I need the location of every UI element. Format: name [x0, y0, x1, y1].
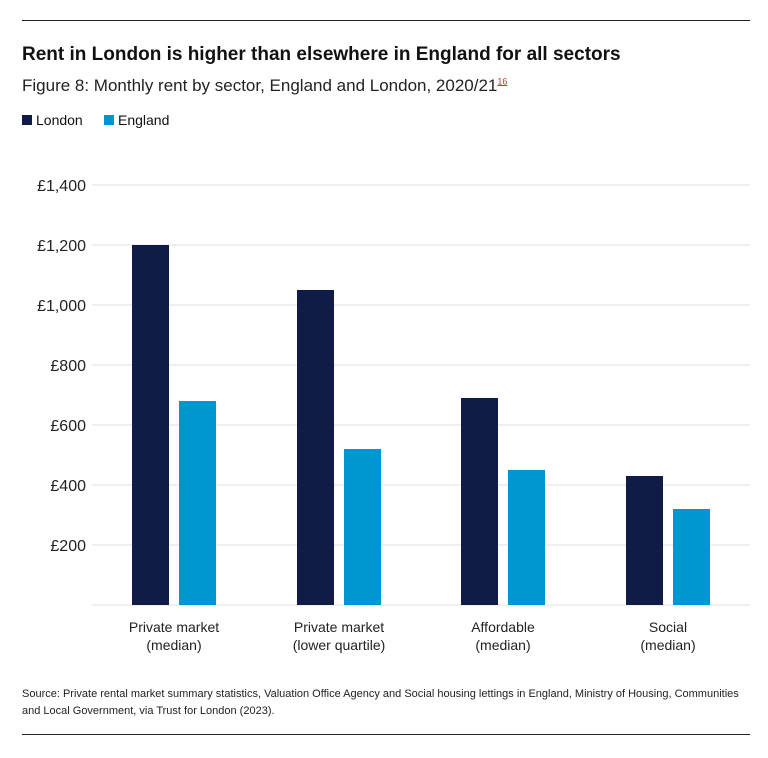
bar-london — [297, 290, 334, 605]
bar-england — [508, 470, 545, 605]
bar-london — [132, 245, 169, 605]
bar-england — [179, 401, 216, 605]
y-tick-label: £200 — [50, 538, 86, 555]
x-tick-label: Affordable — [471, 619, 535, 635]
chart-title: Rent in London is higher than elsewhere … — [22, 44, 621, 65]
subtitle-text: Figure 8: Monthly rent by sector, Englan… — [22, 76, 498, 95]
x-tick-label: Social — [649, 619, 687, 635]
footnote-link[interactable]: 16 — [497, 76, 508, 87]
bottom-rule — [22, 734, 750, 735]
legend-label: England — [118, 112, 170, 128]
y-tick-label: £1,400 — [37, 178, 86, 195]
x-tick-label: (median) — [475, 637, 530, 653]
bar-england — [673, 509, 710, 605]
x-tick-label: Private market — [129, 619, 219, 635]
chart-subtitle: Figure 8: Monthly rent by sector, Englan… — [22, 76, 507, 96]
legend-swatch — [104, 115, 114, 125]
top-rule — [22, 20, 750, 21]
y-tick-label: £400 — [50, 478, 86, 495]
x-tick-label: (median) — [146, 637, 201, 653]
bar-london — [461, 398, 498, 605]
source-note: Source: Private rental market summary st… — [22, 688, 739, 717]
bar-london — [626, 476, 663, 605]
x-tick-label: (lower quartile) — [293, 637, 386, 653]
y-tick-label: £1,200 — [37, 238, 86, 255]
x-tick-label: Private market — [294, 619, 384, 635]
legend-swatch — [22, 115, 32, 125]
y-tick-label: £600 — [50, 418, 86, 435]
y-tick-label: £800 — [50, 358, 86, 375]
y-tick-label: £1,000 — [37, 298, 86, 315]
legend-label: London — [36, 112, 83, 128]
x-tick-label: (median) — [640, 637, 695, 653]
legend-england: England — [104, 112, 169, 128]
bar-england — [344, 449, 381, 605]
legend-london: London — [22, 112, 83, 128]
